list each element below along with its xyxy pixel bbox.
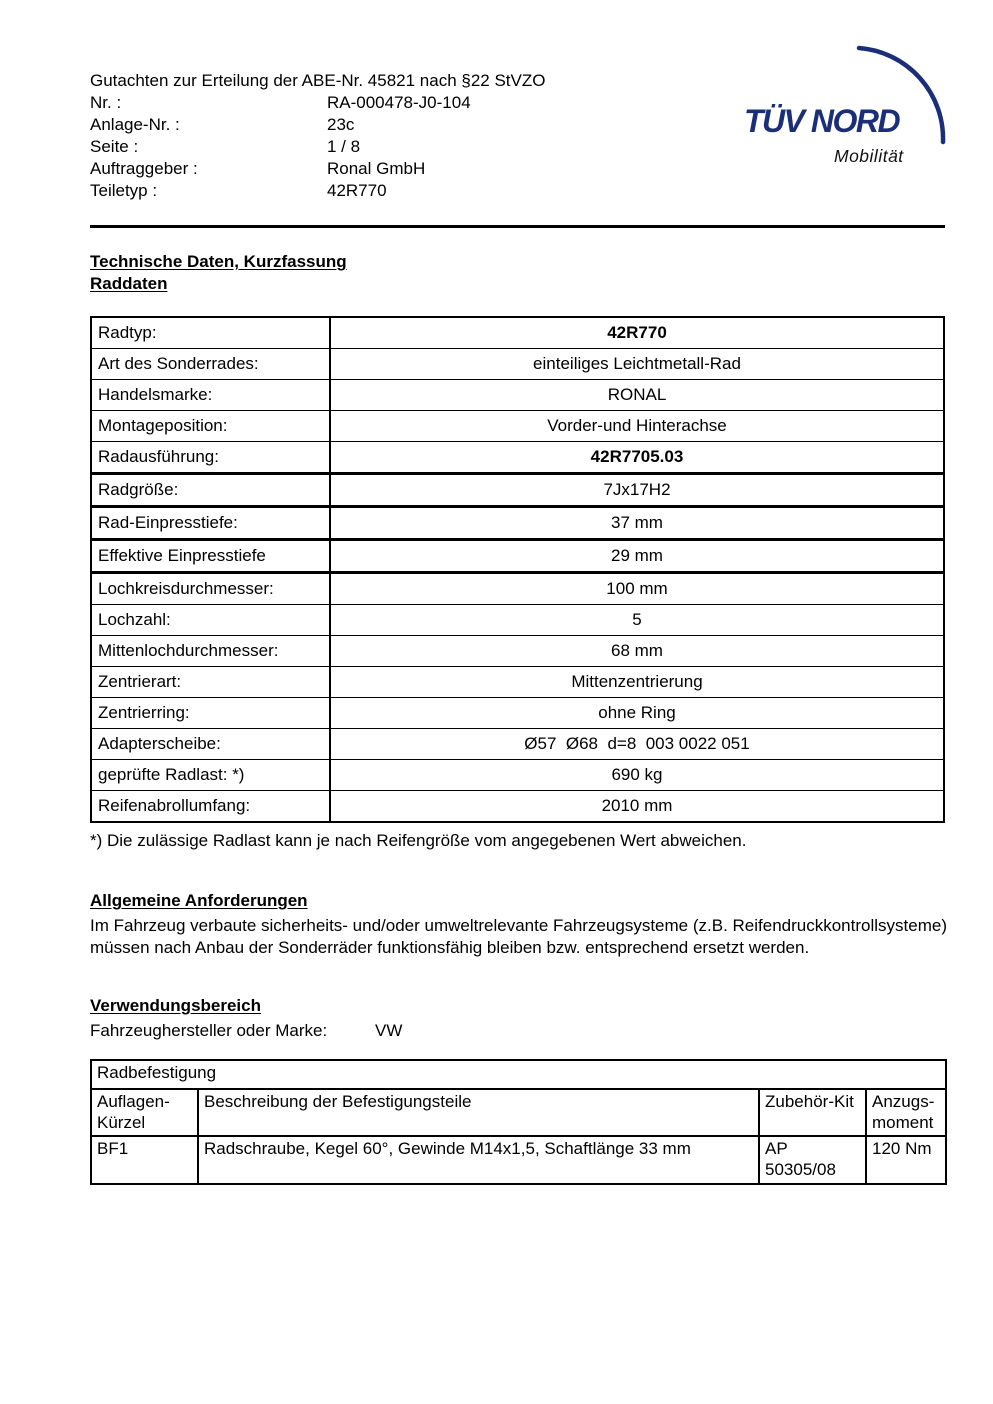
cell-kit: AP 50305/08 xyxy=(758,1135,867,1185)
header-field-anlage: Anlage-Nr. : 23c xyxy=(90,114,750,136)
hersteller-row: Fahrzeughersteller oder Marke: VW xyxy=(90,1020,402,1042)
row-value: ohne Ring xyxy=(329,697,945,729)
row-label: Mittenlochdurchmesser: xyxy=(90,635,331,667)
row-value: 100 mm xyxy=(329,571,945,605)
section-heading: Technische Daten, Kurzfassung xyxy=(90,252,347,271)
table-row: Zentrierring: ohne Ring xyxy=(90,697,945,729)
raddaten-table: Radtyp: 42R770 Art des Sonderrades: eint… xyxy=(90,316,945,823)
row-value: 29 mm xyxy=(329,538,945,573)
cell-beschreibung: Radschraube, Kegel 60°, Gewinde M14x1,5,… xyxy=(197,1135,760,1185)
table-row: Adapterscheibe: Ø57 Ø68 d=8 003 0022 051 xyxy=(90,728,945,760)
field-value: 42R770 xyxy=(327,181,387,200)
header-field-seite: Seite : 1 / 8 xyxy=(90,136,750,158)
table-row: Lochzahl: 5 xyxy=(90,604,945,636)
field-value: RA-000478-J0-104 xyxy=(327,93,471,112)
table-row: Handelsmarke: RONAL xyxy=(90,379,945,411)
col-header-auflagen: Auflagen- Kürzel xyxy=(90,1088,199,1137)
row-label: Rad-Einpresstiefe: xyxy=(90,505,331,540)
logo-arc-icon xyxy=(856,45,946,145)
row-value: 2010 mm xyxy=(329,790,945,823)
row-value: 37 mm xyxy=(329,505,945,540)
document-header: Gutachten zur Erteilung der ABE-Nr. 4582… xyxy=(90,70,750,202)
table-row: Lochkreisdurchmesser: 100 mm xyxy=(90,571,945,605)
table-row: Rad-Einpresstiefe: 37 mm xyxy=(90,505,945,540)
col-header-zubehoer: Zubehör-Kit xyxy=(758,1088,867,1137)
row-label: Adapterscheibe: xyxy=(90,728,331,760)
radbefestigung-table: Radbefestigung Auflagen- Kürzel Beschrei… xyxy=(89,1059,948,1185)
row-label: Art des Sonderrades: xyxy=(90,348,331,380)
row-value: 7Jx17H2 xyxy=(329,472,945,507)
section-allgemeine-anforderungen: Allgemeine Anforderungen Im Fahrzeug ver… xyxy=(90,891,962,959)
table-row: Zentrierart: Mittenzentrierung xyxy=(90,666,945,698)
row-label: Zentrierring: xyxy=(90,697,331,729)
row-label: Lochkreisdurchmesser: xyxy=(90,571,331,605)
field-label: Auftraggeber : xyxy=(90,159,198,178)
row-label: Radtyp: xyxy=(90,316,331,349)
row-label: Reifenabrollumfang: xyxy=(90,790,331,823)
table-row: geprüfte Radlast: *) 690 kg xyxy=(90,759,945,791)
table-row: Montageposition: Vorder-und Hinterachse xyxy=(90,410,945,442)
row-label: Zentrierart: xyxy=(90,666,331,698)
table-row: BF1 Radschraube, Kegel 60°, Gewinde M14x… xyxy=(90,1135,948,1185)
section-verwendungsbereich: Verwendungsbereich Fahrzeughersteller od… xyxy=(90,996,402,1042)
table-header-row: Auflagen- Kürzel Beschreibung der Befest… xyxy=(90,1088,948,1137)
row-label: Handelsmarke: xyxy=(90,379,331,411)
field-value: 1 / 8 xyxy=(327,137,361,156)
section-body: Im Fahrzeug verbaute sicherheits- und/od… xyxy=(90,916,947,957)
row-label: Montageposition: xyxy=(90,410,331,442)
row-value: 5 xyxy=(329,604,945,636)
section-technische-daten: Technische Daten, Kurzfassung Raddaten xyxy=(90,251,347,295)
col-header-beschreibung: Beschreibung der Befestigungsteile xyxy=(197,1088,760,1137)
row-value: 690 kg xyxy=(329,759,945,791)
header-field-auftraggeber: Auftraggeber : Ronal GmbH xyxy=(90,158,750,180)
row-label: Radgröße: xyxy=(90,472,331,507)
cell-kuerzel: BF1 xyxy=(90,1135,199,1185)
table-row: Radausführung: 42R7705.03 xyxy=(90,441,945,474)
table-title: Radbefestigung xyxy=(89,1059,948,1090)
row-label: Radausführung: xyxy=(90,441,331,474)
row-value: 68 mm xyxy=(329,635,945,667)
document-title: Gutachten zur Erteilung der ABE-Nr. 4582… xyxy=(90,71,546,90)
col-header-anzugsmoment: Anzugs- moment xyxy=(864,1088,948,1137)
header-field-teiletyp: Teiletyp : 42R770 xyxy=(90,180,750,202)
section-heading: Allgemeine Anforderungen xyxy=(90,891,308,910)
row-value: einteiliges Leichtmetall-Rad xyxy=(329,348,945,380)
field-label: Teiletyp : xyxy=(90,181,158,200)
row-value: RONAL xyxy=(329,379,945,411)
row-value: Mittenzentrierung xyxy=(329,666,945,698)
logo-wordmark: TÜV NORD xyxy=(744,103,901,139)
table-title-row: Radbefestigung xyxy=(89,1059,948,1090)
table-row: Reifenabrollumfang: 2010 mm xyxy=(90,790,945,823)
field-value: 23c xyxy=(327,115,355,134)
radlast-footnote: *) Die zulässige Radlast kann je nach Re… xyxy=(90,831,747,850)
cell-moment: 120 Nm xyxy=(864,1135,948,1185)
header-field-nr: Nr. : RA-000478-J0-104 xyxy=(90,92,750,114)
row-label: Effektive Einpresstiefe xyxy=(90,538,331,573)
hersteller-value: VW xyxy=(375,1021,403,1040)
tuev-nord-logo: TÜV NORD Mobilität xyxy=(738,40,950,172)
table-row: Effektive Einpresstiefe 29 mm xyxy=(90,538,945,573)
logo-subtitle: Mobilität xyxy=(834,146,904,166)
hersteller-label: Fahrzeughersteller oder Marke: xyxy=(90,1021,328,1040)
header-divider xyxy=(90,225,945,228)
row-value: 42R7705.03 xyxy=(329,441,945,474)
field-value: Ronal GmbH xyxy=(327,159,426,178)
row-value: Vorder-und Hinterachse xyxy=(329,410,945,442)
row-label: geprüfte Radlast: *) xyxy=(90,759,331,791)
table-row: Radgröße: 7Jx17H2 xyxy=(90,472,945,507)
table-row: Mittenlochdurchmesser: 68 mm xyxy=(90,635,945,667)
row-label: Lochzahl: xyxy=(90,604,331,636)
row-value: Ø57 Ø68 d=8 003 0022 051 xyxy=(329,728,945,760)
table-row: Radtyp: 42R770 xyxy=(90,316,945,349)
section-heading: Verwendungsbereich xyxy=(90,996,261,1015)
row-value: 42R770 xyxy=(329,316,945,349)
field-label: Anlage-Nr. : xyxy=(90,115,180,134)
field-label: Seite : xyxy=(90,137,139,156)
field-label: Nr. : xyxy=(90,93,122,112)
table-row: Art des Sonderrades: einteiliges Leichtm… xyxy=(90,348,945,380)
section-subheading: Raddaten xyxy=(90,274,168,293)
